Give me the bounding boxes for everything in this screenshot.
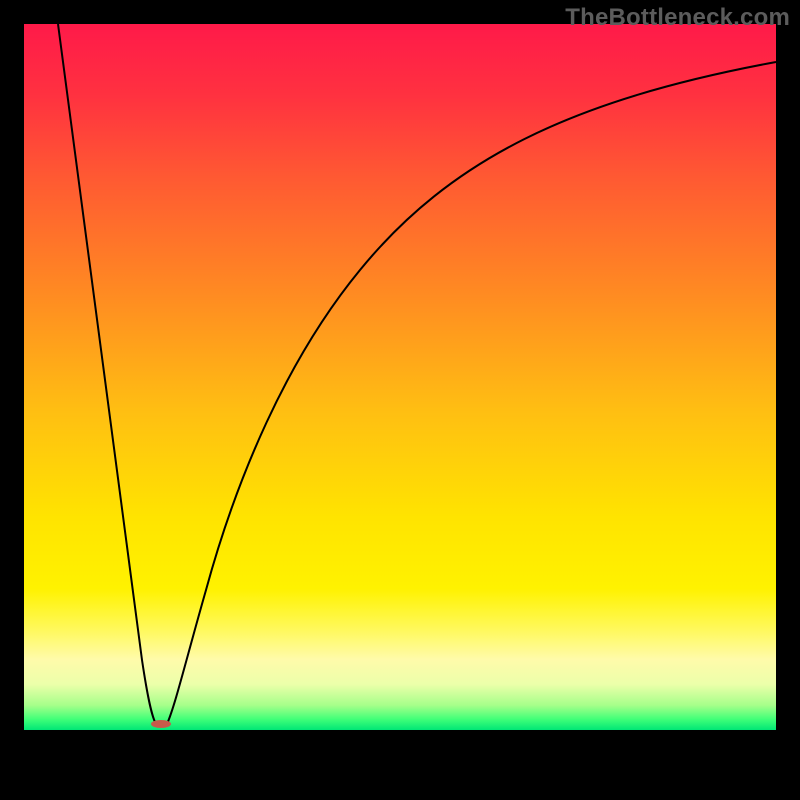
bottleneck-gradient-chart xyxy=(0,0,800,800)
chart-canvas: TheBottleneck.com xyxy=(0,0,800,800)
watermark-text: TheBottleneck.com xyxy=(565,4,790,32)
minimum-marker xyxy=(151,720,171,728)
